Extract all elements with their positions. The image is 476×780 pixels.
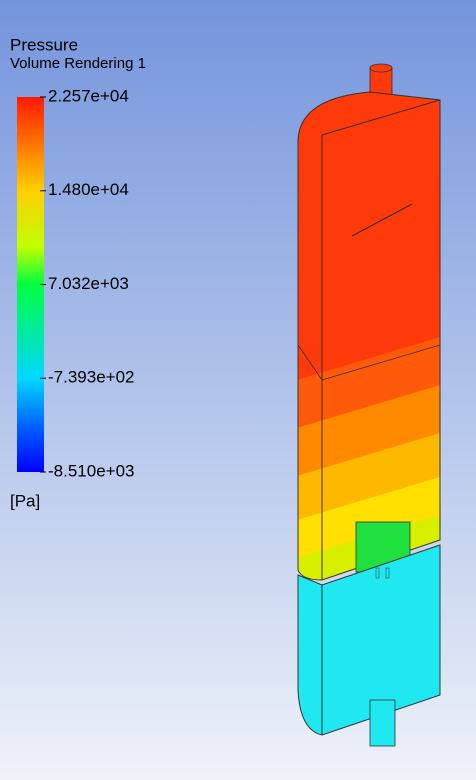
legend-unit: [Pa] <box>10 491 40 510</box>
tick-label: 7.032e+03 <box>48 274 129 293</box>
tick-label: -8.510e+03 <box>48 461 135 480</box>
geometry <box>290 64 450 746</box>
tick-label: 2.257e+04 <box>48 86 129 105</box>
tick-label: -7.393e+02 <box>48 368 135 387</box>
legend-title: Pressure <box>10 35 78 54</box>
viewport: Pressure Volume Rendering 1 [Pa] 2.257e+… <box>0 0 476 780</box>
legend-subtitle: Volume Rendering 1 <box>10 55 146 72</box>
tick-label: 1.480e+04 <box>48 180 129 199</box>
colorbar <box>17 97 44 472</box>
